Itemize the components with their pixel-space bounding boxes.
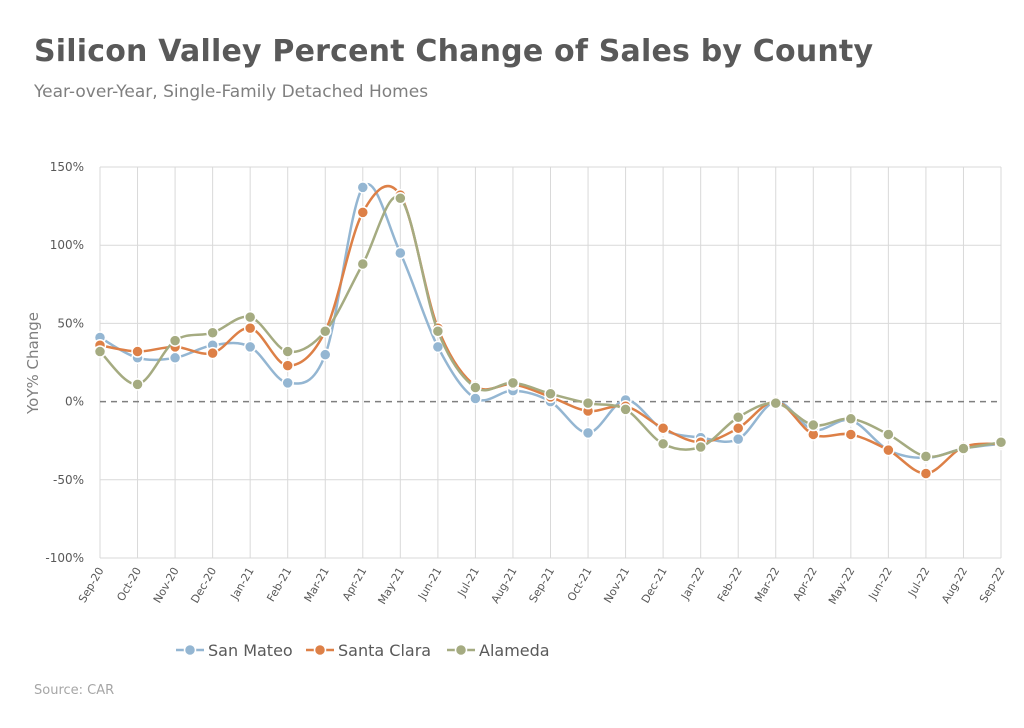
- data-point-alameda: [807, 418, 820, 432]
- x-tick-label: Dec-21: [639, 565, 670, 606]
- legend-swatch-marker: [183, 643, 197, 657]
- data-point-alameda: [394, 192, 407, 205]
- data-point-alameda: [469, 381, 482, 394]
- y-tick-label: -50%: [53, 473, 84, 487]
- x-tick-label: Sep-21: [526, 565, 557, 605]
- chart-subtitle: Year-over-Year, Single-Family Detached H…: [34, 82, 429, 102]
- data-point-alameda: [243, 310, 257, 324]
- data-point-alameda: [619, 403, 632, 416]
- series-alameda: [93, 192, 1008, 463]
- data-point-alameda: [919, 450, 933, 463]
- data-point-san-mateo: [356, 181, 370, 194]
- x-tick-label: Dec-20: [188, 565, 219, 606]
- x-tick-label: May-21: [375, 565, 407, 607]
- legend-item-san-mateo: San Mateo: [176, 641, 293, 660]
- x-axis-ticks: Sep-20 Oct-20 Nov-20 Dec-20 Jan-21 Feb-21 Mar-…: [76, 565, 1008, 607]
- x-tick-label: Mar-22: [752, 565, 782, 604]
- data-point-alameda: [882, 428, 895, 441]
- x-tick-label: Aug-21: [489, 565, 520, 606]
- data-point-san-mateo: [243, 340, 257, 354]
- x-tick-label: Feb-22: [715, 565, 745, 604]
- x-tick-label: Sep-20: [76, 565, 107, 605]
- legend-item-santa-clara: Santa Clara: [306, 641, 431, 660]
- data-point-santa-clara: [919, 467, 933, 480]
- data-point-san-mateo: [469, 392, 482, 405]
- legend-item-alameda: Alameda: [447, 641, 550, 660]
- data-point-santa-clara: [131, 345, 144, 358]
- data-point-san-mateo: [581, 426, 595, 440]
- x-tick-label: Oct-20: [114, 565, 144, 604]
- x-tick-label: Nov-20: [151, 565, 182, 605]
- x-tick-label: Jun-21: [415, 565, 444, 603]
- data-point-santa-clara: [356, 206, 370, 219]
- data-point-alameda: [769, 396, 782, 410]
- x-tick-label: Oct-21: [565, 565, 595, 604]
- data-point-alameda: [506, 376, 520, 390]
- legend-swatch-marker: [454, 643, 468, 657]
- x-tick-label: Mar-21: [302, 565, 332, 604]
- legend: San Mateo Santa Clara Alameda: [176, 641, 550, 660]
- data-point-alameda: [168, 334, 182, 347]
- y-tick-label: 0%: [65, 395, 84, 409]
- data-point-san-mateo: [319, 348, 332, 361]
- series-group: [93, 181, 1008, 480]
- legend-label: Alameda: [479, 641, 550, 660]
- data-point-san-mateo: [168, 351, 182, 365]
- data-point-alameda: [581, 396, 595, 410]
- y-axis-label: YoY% Change: [24, 312, 42, 415]
- x-tick-label: Jan-22: [678, 565, 707, 603]
- x-tick-label: Jul-22: [905, 565, 932, 599]
- data-point-alameda: [957, 442, 970, 455]
- data-point-san-mateo: [731, 432, 745, 446]
- legend-label: Santa Clara: [338, 641, 431, 660]
- x-tick-label: May-22: [826, 565, 858, 607]
- y-tick-label: 150%: [50, 160, 84, 174]
- x-tick-label: Apr-22: [790, 565, 819, 603]
- y-axis-ticks: -100% -50% 0% 50% 100% 150%: [45, 160, 84, 565]
- data-point-santa-clara: [656, 421, 670, 435]
- source-note: Source: CAR: [34, 683, 115, 698]
- data-point-san-mateo: [394, 246, 407, 260]
- x-tick-label: Jan-21: [228, 565, 257, 603]
- data-point-santa-clara: [844, 428, 858, 441]
- data-point-santa-clara: [281, 359, 294, 372]
- data-point-alameda: [93, 345, 107, 358]
- y-tick-label: 100%: [50, 238, 84, 252]
- data-point-alameda: [356, 257, 370, 271]
- data-point-santa-clara: [882, 443, 895, 457]
- x-tick-label: Aug-22: [939, 565, 970, 606]
- data-point-alameda: [281, 345, 294, 358]
- y-tick-label: -100%: [45, 551, 84, 565]
- data-point-alameda: [731, 410, 745, 424]
- data-point-santa-clara: [243, 321, 257, 335]
- x-tick-label: Feb-21: [264, 565, 294, 604]
- data-point-alameda: [994, 436, 1008, 449]
- data-point-alameda: [656, 437, 670, 451]
- x-tick-label: Apr-21: [340, 565, 369, 603]
- data-point-santa-clara: [731, 421, 745, 435]
- data-point-alameda: [131, 378, 144, 391]
- x-tick-label: Jul-21: [455, 565, 482, 599]
- legend-swatch-marker: [313, 643, 327, 657]
- data-point-alameda: [319, 324, 332, 338]
- legend-label: San Mateo: [208, 641, 293, 660]
- data-point-alameda: [431, 324, 445, 338]
- data-point-santa-clara: [206, 346, 219, 360]
- x-tick-label: Nov-21: [601, 565, 632, 605]
- x-tick-label: Jun-22: [866, 565, 895, 603]
- data-point-alameda: [206, 326, 219, 340]
- chart-title: Silicon Valley Percent Change of Sales b…: [34, 34, 874, 69]
- y-tick-label: 50%: [57, 316, 84, 330]
- x-tick-label: Sep-22: [977, 565, 1008, 605]
- grid-lines: [99, 166, 1002, 559]
- data-point-alameda: [694, 440, 707, 454]
- data-point-san-mateo: [281, 376, 294, 390]
- data-point-alameda: [844, 412, 858, 426]
- data-point-alameda: [544, 387, 557, 401]
